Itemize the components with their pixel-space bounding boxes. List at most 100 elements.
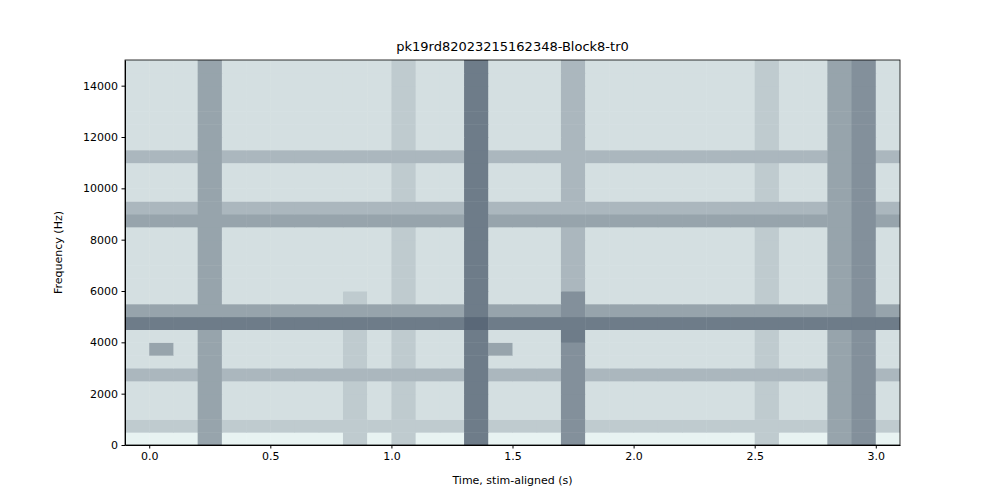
tick: 2.5 xyxy=(746,445,764,463)
cell xyxy=(367,304,392,317)
cell xyxy=(173,381,198,394)
cell xyxy=(730,432,755,445)
cell xyxy=(295,304,320,317)
cell xyxy=(537,278,562,291)
cell xyxy=(416,240,441,253)
cell xyxy=(222,99,247,112)
cell xyxy=(513,368,538,381)
cell xyxy=(513,227,538,240)
cell xyxy=(391,432,416,445)
cell xyxy=(609,291,634,304)
cell xyxy=(319,150,344,163)
cell xyxy=(755,342,780,355)
cell xyxy=(537,355,562,368)
cell xyxy=(222,124,247,137)
cell xyxy=(295,60,320,73)
cell xyxy=(876,86,900,99)
cell xyxy=(827,111,852,124)
cell xyxy=(198,304,223,317)
cell xyxy=(416,227,441,240)
cell xyxy=(270,304,295,317)
cell xyxy=(367,291,392,304)
cell xyxy=(827,214,852,227)
cell xyxy=(779,201,804,214)
cell xyxy=(125,317,150,330)
cell xyxy=(755,176,780,189)
cell xyxy=(706,342,731,355)
cell xyxy=(876,188,900,201)
cell xyxy=(561,99,586,112)
cell xyxy=(634,99,659,112)
cell xyxy=(391,188,416,201)
cell xyxy=(367,407,392,420)
y-axis-title: Frequency (Hz) xyxy=(52,211,65,294)
cell xyxy=(440,188,465,201)
cell xyxy=(222,330,247,343)
cell xyxy=(827,73,852,86)
cell xyxy=(440,419,465,432)
cell xyxy=(125,278,150,291)
cell xyxy=(295,355,320,368)
cell xyxy=(295,291,320,304)
tick-mark xyxy=(122,137,126,138)
cell xyxy=(173,419,198,432)
cell xyxy=(755,355,780,368)
cell xyxy=(876,317,900,330)
cell xyxy=(222,368,247,381)
cell xyxy=(852,227,877,240)
cell xyxy=(876,111,900,124)
cell xyxy=(706,419,731,432)
cell xyxy=(585,381,610,394)
cell xyxy=(319,342,344,355)
cell xyxy=(488,265,513,278)
cell xyxy=(416,201,441,214)
cell xyxy=(779,86,804,99)
cell xyxy=(319,73,344,86)
cell xyxy=(706,432,731,445)
cell xyxy=(173,201,198,214)
cell xyxy=(658,381,683,394)
cell xyxy=(585,73,610,86)
cell xyxy=(755,407,780,420)
cell xyxy=(827,240,852,253)
cell xyxy=(488,432,513,445)
cell xyxy=(658,432,683,445)
cell xyxy=(222,86,247,99)
cell xyxy=(246,355,271,368)
cell xyxy=(149,407,174,420)
cell xyxy=(634,278,659,291)
cell xyxy=(295,176,320,189)
cell xyxy=(295,201,320,214)
cell xyxy=(295,163,320,176)
cell xyxy=(464,381,489,394)
cell xyxy=(730,240,755,253)
cell xyxy=(876,150,900,163)
cell xyxy=(779,214,804,227)
cell xyxy=(585,99,610,112)
cell xyxy=(440,99,465,112)
cell xyxy=(416,394,441,407)
cell xyxy=(876,73,900,86)
cell xyxy=(270,368,295,381)
cell xyxy=(561,342,586,355)
cell xyxy=(706,278,731,291)
cell xyxy=(634,342,659,355)
cell xyxy=(827,124,852,137)
cell xyxy=(198,432,223,445)
cell xyxy=(488,176,513,189)
cell xyxy=(609,201,634,214)
cell xyxy=(634,419,659,432)
tick-label: 0 xyxy=(111,439,118,452)
cell xyxy=(488,419,513,432)
cell xyxy=(416,419,441,432)
cell xyxy=(706,394,731,407)
cell xyxy=(852,291,877,304)
cell xyxy=(706,240,731,253)
cell xyxy=(706,355,731,368)
cell xyxy=(561,368,586,381)
cell xyxy=(852,240,877,253)
cell xyxy=(827,201,852,214)
cell xyxy=(561,176,586,189)
cell xyxy=(658,240,683,253)
cell xyxy=(149,73,174,86)
